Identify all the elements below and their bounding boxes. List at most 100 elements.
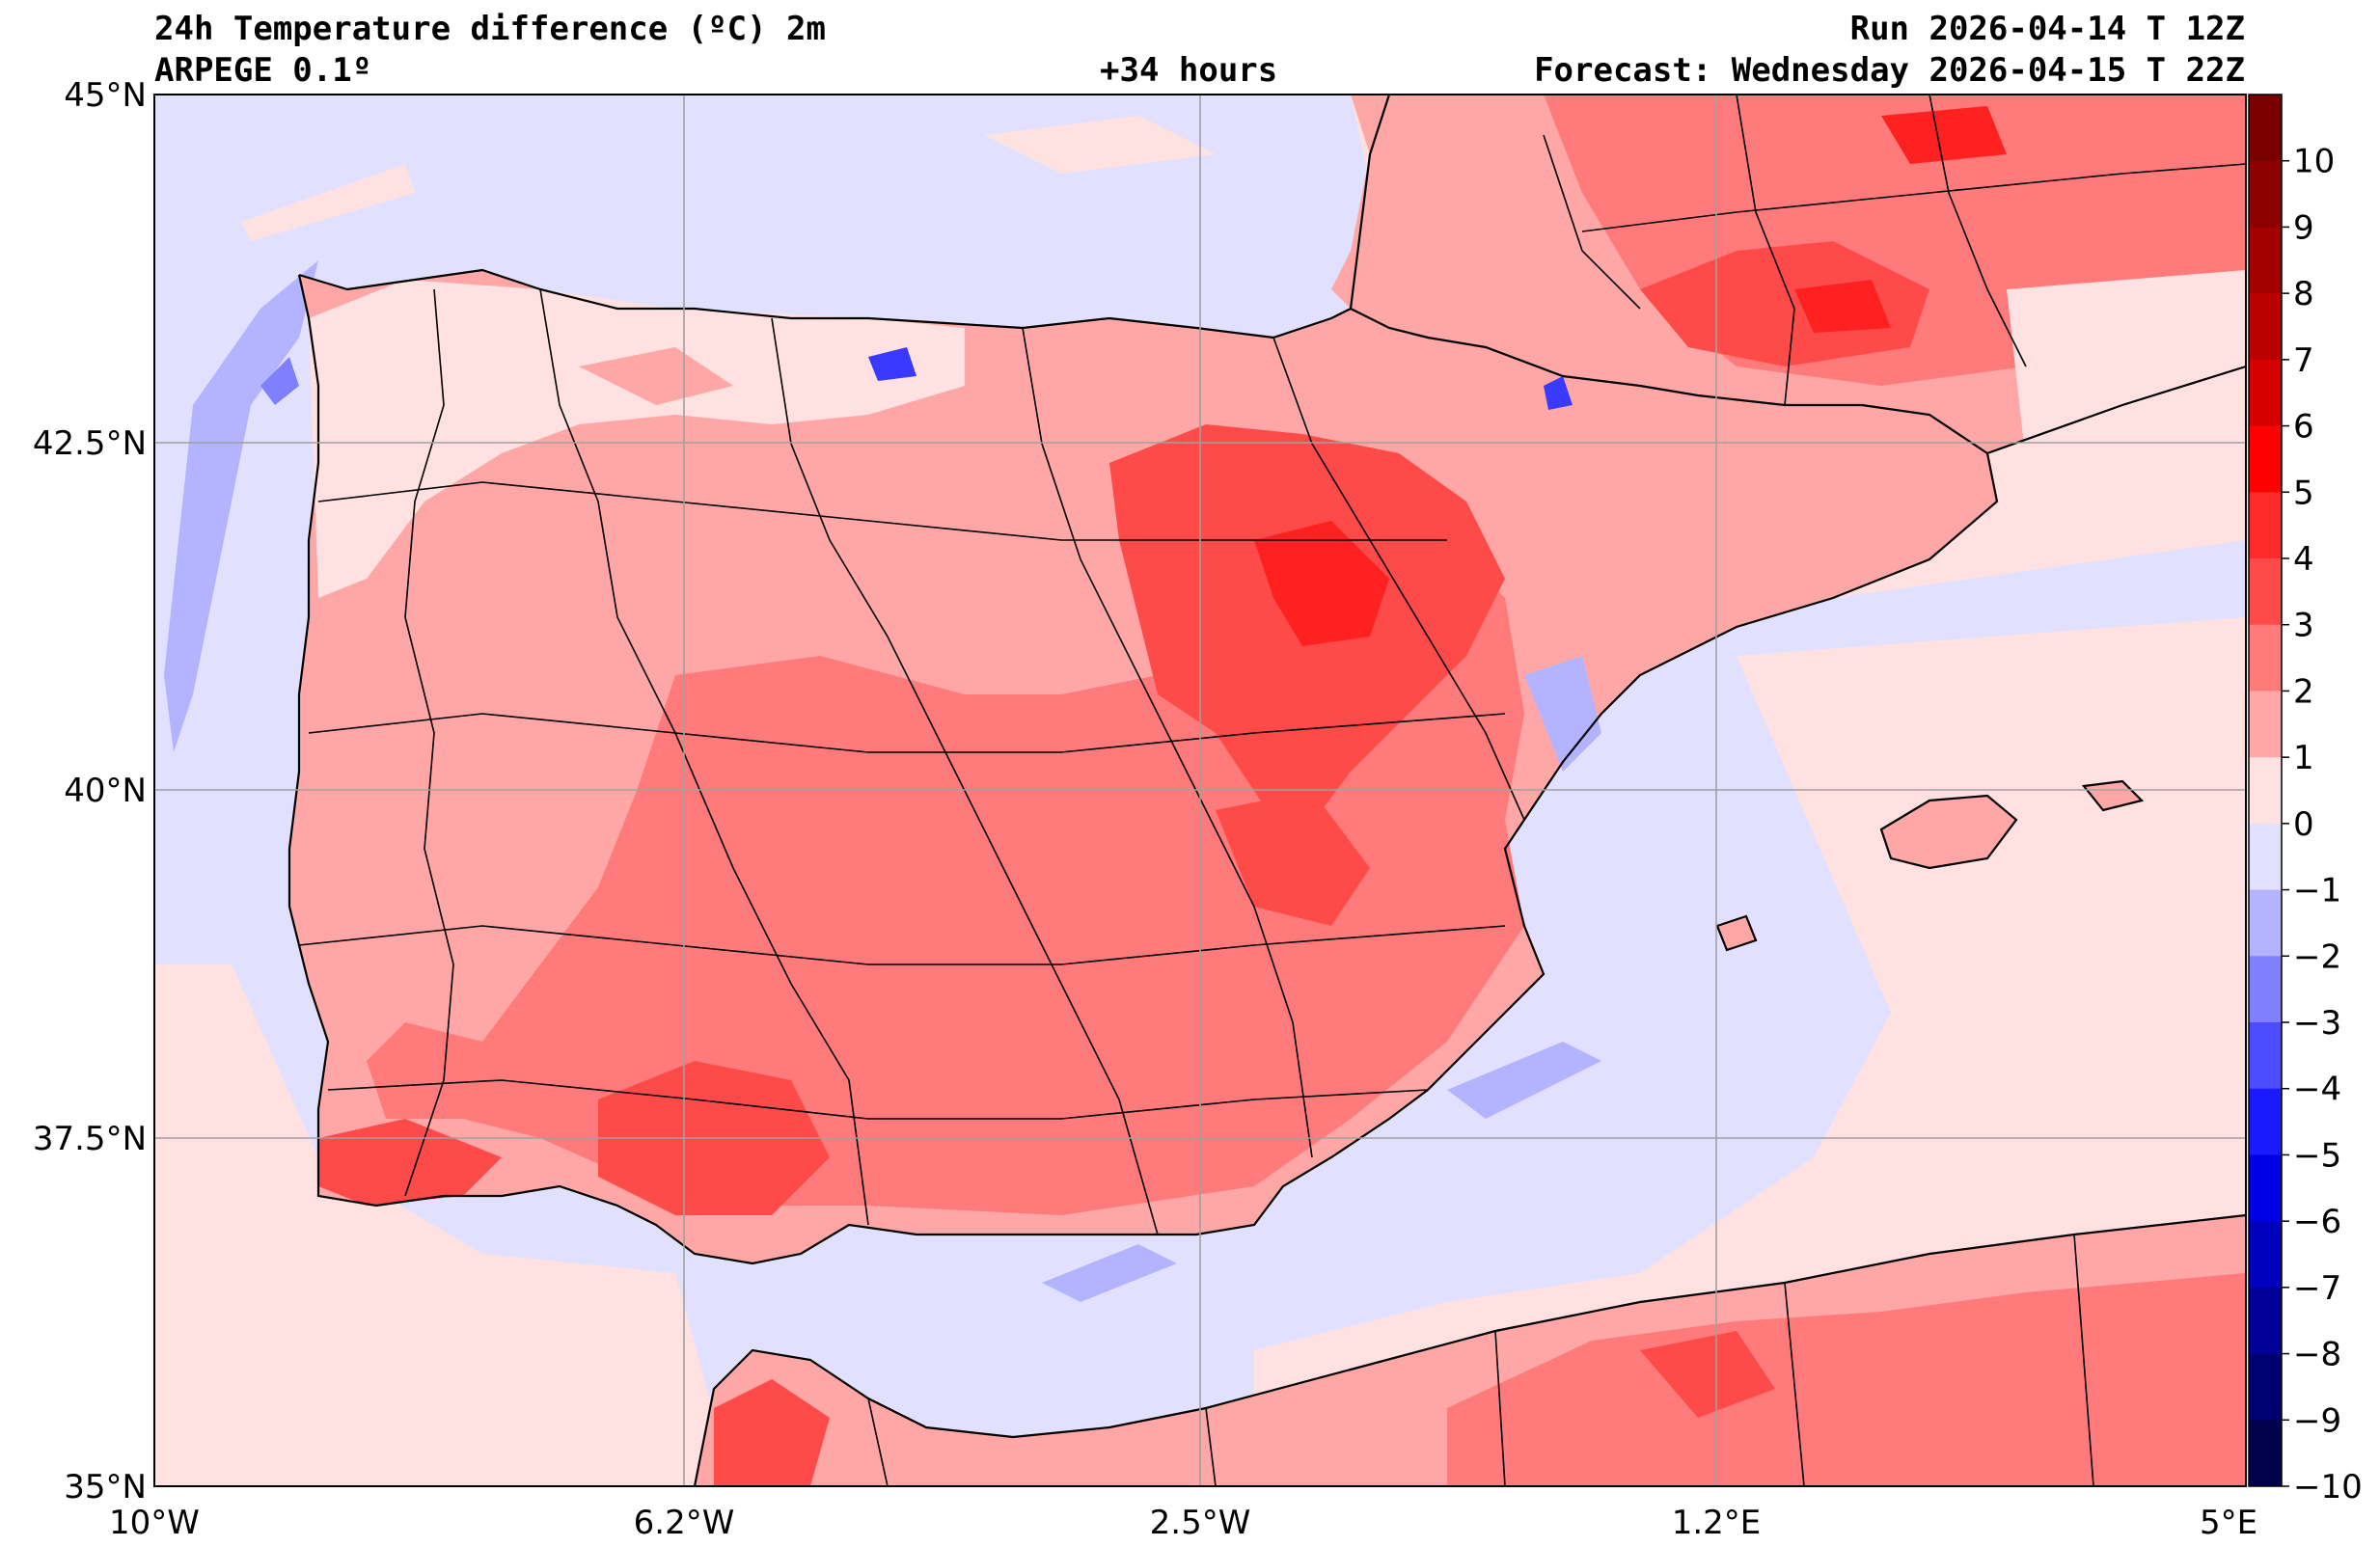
cantabria-cool-spot: [868, 347, 916, 381]
colorbar-label: 6: [2293, 408, 2314, 447]
aragon-warm-4: [1254, 521, 1389, 646]
border-africa-4: [1784, 1282, 1805, 1486]
colorbar-bin: [2249, 956, 2282, 1023]
colorbar-label: −4: [2293, 1071, 2341, 1109]
iberia-south-east-coast: [287, 274, 2246, 1265]
colorbar-label: −8: [2293, 1336, 2341, 1374]
gulf-lion-neutral: [2007, 270, 2246, 540]
france-warm-3: [1640, 241, 1929, 366]
colorbar-bin: [2249, 1154, 2282, 1222]
mallorca-coast: [1879, 794, 2018, 870]
coastlines: [287, 95, 2246, 1486]
colorbar-label: −3: [2293, 1004, 2341, 1043]
colorbar-label: −1: [2293, 872, 2341, 910]
algeria-warm-2: [1447, 1273, 2246, 1486]
africa-coast: [693, 1213, 2246, 1486]
atlantic-cool-core: [260, 357, 299, 405]
border-row-4: [327, 1079, 1429, 1120]
colorbar-bin: [2249, 95, 2282, 162]
biscay-patch: [984, 116, 1216, 174]
map-title: 24h Temperature difference (ºC) 2m: [154, 10, 826, 48]
colorbar-bin: [2249, 425, 2282, 493]
asturias-warm: [579, 347, 733, 405]
colorbar-label: −5: [2293, 1136, 2341, 1175]
lat-labels: 45°N 42.5°N 40°N 37.5°N 35°N: [33, 76, 147, 1506]
algarve-warm-3: [318, 1119, 502, 1206]
colorbar-bin: [2249, 1022, 2282, 1090]
lon-label-1-2e: 1.2°E: [1672, 1504, 1762, 1542]
colorbar-label: 5: [2293, 474, 2314, 512]
lat-label-42-5: 42.5°N: [33, 424, 147, 463]
forecast-label: Forecast: Wednesday 2026-04-15 T 22Z: [1534, 51, 2245, 90]
france-north-warm-4: [1881, 106, 2007, 164]
border-row-1: [317, 481, 1447, 541]
colorbar-label: 0: [2293, 805, 2314, 844]
lat-label-45: 45°N: [64, 76, 147, 115]
france-warm-4: [1794, 280, 1891, 333]
cuenca-warm-3: [1216, 791, 1370, 926]
lon-label-5e: 5°E: [2200, 1504, 2257, 1542]
pyrenees-cool-spot: [1544, 376, 1573, 410]
border-africa-2: [1205, 1407, 1217, 1486]
valencia-coast-cool: [1524, 656, 1601, 772]
ibiza-coast: [1715, 914, 1758, 952]
colorbar-bin: [2249, 1353, 2282, 1421]
colorbar-label: −6: [2293, 1203, 2341, 1241]
colorbar-label: 4: [2293, 540, 2314, 579]
colorbar-label: 1: [2293, 739, 2314, 777]
atlantic-cool-band: [164, 260, 318, 752]
ibiza: [1717, 916, 1756, 950]
murcia-sea-cool: [1447, 1042, 1601, 1119]
graticule: [154, 95, 2246, 1486]
colorbar-label: 3: [2293, 607, 2314, 645]
lat-label-37-5: 37.5°N: [33, 1120, 147, 1158]
border-row-2: [308, 713, 1506, 753]
menorca-coast: [2081, 779, 2145, 812]
lon-label-10w: 10°W: [109, 1504, 200, 1542]
colorbar-label: −9: [2293, 1401, 2341, 1440]
colorbar-label: −2: [2293, 937, 2341, 976]
atlantic-patch: [241, 164, 415, 241]
colorbar-bin: [2249, 889, 2282, 957]
colorbar-bin: [2249, 492, 2282, 559]
colorbar-bin: [2249, 359, 2282, 427]
atlantic-south-warm: [154, 964, 733, 1486]
colorbar-bin: [2249, 1221, 2282, 1289]
lat-label-40: 40°N: [64, 772, 147, 810]
lon-labels: 10°W 6.2°W 2.5°W 1.2°E 5°E: [109, 1504, 2257, 1542]
lon-label-6-2w: 6.2°W: [634, 1504, 735, 1542]
colorbar-bin: [2249, 1088, 2282, 1155]
province-borders: [298, 95, 2246, 1486]
border-africa-5: [2073, 1234, 2094, 1486]
lat-label-35: 35°N: [64, 1468, 147, 1506]
lon-label-2-5w: 2.5°W: [1150, 1504, 1251, 1542]
colorbar-label: 2: [2293, 672, 2314, 711]
colorbar-label: −7: [2293, 1269, 2341, 1308]
colorbar-label: 10: [2293, 143, 2335, 181]
border-france-2: [1736, 95, 1795, 406]
colorbar-label: 8: [2293, 275, 2314, 313]
cantabrian-neutral: [309, 280, 965, 598]
border-row-3: [298, 925, 1506, 965]
algeria-warm-3: [1640, 1331, 1775, 1418]
alboran-cool: [1042, 1244, 1177, 1302]
colorbar-bin: [2249, 1420, 2282, 1487]
border-france-4: [1581, 163, 2246, 232]
mallorca: [1881, 796, 2016, 868]
colorbar-bin: [2249, 823, 2282, 891]
border-east: [1272, 337, 1525, 821]
colorbar-bin: [2249, 227, 2282, 294]
lead-time: +34 hours: [1100, 51, 1278, 90]
map-frame: [153, 94, 2247, 1487]
colorbar-label: 7: [2293, 341, 2314, 380]
colorbar-bin: [2249, 160, 2282, 228]
model-label: ARPEGE 0.1º: [154, 51, 372, 90]
border-france-3: [1929, 95, 2027, 367]
colorbar-bin: [2249, 757, 2282, 825]
north-coast: [298, 95, 1391, 339]
colorbar-label: −10: [2293, 1468, 2363, 1506]
morocco-warm-3: [714, 1379, 830, 1486]
border-portugal: [404, 288, 454, 1197]
